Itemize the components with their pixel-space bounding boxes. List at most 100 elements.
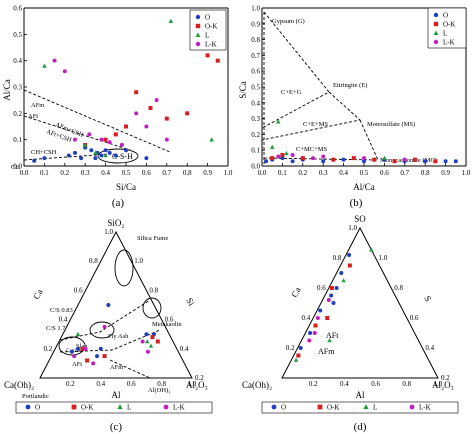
- panel-c-apex-right: Al₂O₃: [186, 380, 208, 390]
- data-point: [168, 18, 174, 23]
- data-point: [341, 157, 346, 162]
- legend-label: O-K: [327, 404, 339, 412]
- data-point: [276, 119, 281, 124]
- data-point: [164, 137, 169, 142]
- y-tick-label: 0.0: [251, 163, 260, 171]
- ternary-tick-bottom: 0.4: [340, 380, 349, 388]
- x-tick-label: 0.9: [203, 169, 212, 177]
- ternary-tick-left: 0.2: [43, 345, 52, 353]
- panel-d-side-left: Ca: [289, 285, 303, 299]
- data-point: [124, 124, 128, 129]
- legend-label: L-K: [205, 41, 217, 49]
- annotation-c-s-h: C-S-H: [112, 152, 133, 161]
- x-tick-label: 0.4: [339, 169, 348, 177]
- annotation-aft-d: AFt: [326, 331, 339, 340]
- x-tick-label: 0.3: [81, 169, 90, 177]
- panel-d-apex-top: SO: [354, 214, 366, 224]
- ternary-tick-right: 0.2: [195, 374, 204, 382]
- data-point: [72, 354, 77, 359]
- data-point: [351, 156, 356, 161]
- data-point: [73, 137, 77, 142]
- data-point: [75, 331, 81, 336]
- data-point: [298, 346, 303, 350]
- panel-c-ticks: 0.21.00.20.40.80.40.60.60.60.80.40.81.00…: [43, 228, 204, 388]
- panel-c-bottom-label: Al: [112, 390, 121, 400]
- data-point: [325, 316, 330, 320]
- annotation-aft: AFt: [28, 113, 38, 120]
- panel-c-side-left: Ca: [31, 287, 45, 301]
- ternary-tick-right: 0.8: [394, 284, 403, 292]
- data-point: [140, 339, 145, 344]
- legend-label: L-K: [443, 39, 455, 47]
- data-point: [91, 361, 96, 366]
- data-point: [148, 343, 154, 348]
- ternary-tick-left: 1.0: [104, 228, 113, 236]
- x-tick-label: 0.3: [319, 169, 328, 177]
- data-point: [433, 159, 438, 164]
- y-tick-label: 0.4: [13, 57, 22, 65]
- ternary-tick-left: 0.4: [59, 316, 68, 324]
- ternary-tick-right: 0.6: [165, 316, 174, 324]
- data-point: [312, 331, 317, 335]
- legend-marker-o: [25, 404, 31, 410]
- data-point: [134, 111, 139, 116]
- data-point: [369, 247, 374, 252]
- data-point: [42, 156, 47, 161]
- x-tick-label: 1.0: [462, 169, 471, 177]
- panel-b-y-ticks: 0.0 0.1 0.2 0.3 0.4 0.5 0.6 0.7 0.8 0.9 1.0: [251, 5, 265, 171]
- legend-marker-o-k: [317, 404, 323, 410]
- y-tick-label: 0.2: [13, 110, 22, 118]
- data-point: [280, 152, 285, 157]
- y-tick-label: 0.2: [251, 131, 260, 139]
- data-point: [102, 324, 107, 329]
- data-point: [270, 144, 275, 149]
- silica-fume-region: [114, 249, 134, 287]
- x-tick-label: 0.8: [421, 169, 430, 177]
- annotation-cs-083: C/S 0.83: [50, 307, 73, 314]
- ternary-tick-left: 1.0: [348, 224, 357, 232]
- legend-marker-o-k: [433, 21, 439, 27]
- data-point: [308, 331, 313, 335]
- y-tick-label: 0.5: [251, 84, 260, 92]
- data-point: [339, 271, 344, 275]
- legend-marker-l: [363, 404, 369, 410]
- annotation-afm-c: AFm: [110, 364, 123, 371]
- data-point: [321, 159, 326, 164]
- data-point: [62, 69, 67, 74]
- data-point: [311, 156, 315, 161]
- x-tick-label: 0.9: [441, 169, 450, 177]
- data-point: [264, 159, 269, 164]
- data-point: [32, 158, 37, 163]
- ternary-tick-bottom: 0.2: [309, 380, 318, 388]
- x-tick-label: 0.7: [162, 169, 171, 177]
- data-point: [73, 150, 77, 155]
- annotation-afm-d: AFm: [318, 347, 335, 356]
- ternary-tick-left: 0.6: [317, 284, 326, 292]
- x-tick-label: 0.6: [142, 169, 151, 177]
- ternary-tick-bottom: 0.8: [157, 380, 166, 388]
- ternary-tick-bottom: 0.6: [371, 380, 380, 388]
- data-point: [327, 338, 332, 343]
- legend-marker-o-k: [71, 404, 77, 410]
- data-point: [392, 159, 397, 164]
- data-point: [321, 154, 326, 159]
- legend-label: O-K: [443, 21, 455, 29]
- legend-marker-o: [195, 14, 201, 20]
- data-point: [80, 346, 85, 351]
- panel-c-side-right: Si: [184, 296, 197, 308]
- data-point: [87, 132, 92, 137]
- y-tick-label: 1.0: [251, 5, 260, 13]
- data-point: [209, 137, 214, 142]
- data-point: [215, 58, 220, 63]
- ternary-tick-left: 0.4: [301, 314, 310, 322]
- data-point: [144, 156, 149, 161]
- annotation-c-e-ms: C+E+MS: [303, 121, 328, 128]
- panel-c-legend: O O-K L L-K: [15, 401, 213, 414]
- legend-marker-l: [433, 30, 439, 35]
- data-point: [341, 278, 346, 283]
- annotation-fly-ash: Fly Ash: [108, 333, 129, 340]
- panel-d-triangle: [281, 226, 439, 379]
- data-point: [293, 357, 299, 362]
- data-point: [42, 63, 47, 68]
- y-tick-label: 0.9: [251, 20, 260, 28]
